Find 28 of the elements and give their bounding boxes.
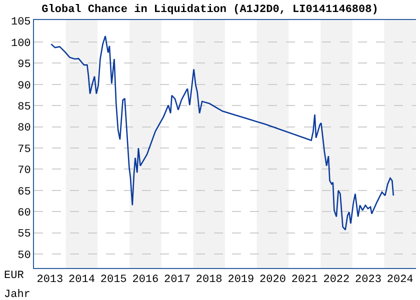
x-tick-label: 2023 [355,274,382,286]
y-tick-label: 105 [10,16,31,29]
y-tick-label: 75 [18,144,31,156]
x-tick-label: 2014 [68,274,96,286]
y-tick-label: 90 [18,80,31,92]
y-axis-title: EUR [4,270,24,282]
x-tick-label: 2020 [260,274,286,286]
chart-title: Global Chance in Liquidation (A1J2D0, LI0141146808) [42,4,378,16]
x-tick-label: 2013 [36,274,64,286]
y-tick-label: 100 [10,38,31,50]
y-tick-label: 85 [18,101,31,114]
y-tick-label: 65 [18,186,31,198]
x-tick-label: 2019 [228,274,254,286]
y-tick-label: 95 [18,59,31,72]
x-tick-label: 2017 [164,274,190,286]
y-tick-label: 55 [18,228,31,241]
y-tick-label: 70 [18,165,31,178]
y-tick-label: 50 [18,250,31,262]
x-tick-label: 2022 [323,274,350,286]
line-series [50,35,394,230]
x-tick-label: 2015 [100,274,127,286]
y-tick-label: 80 [18,122,31,135]
x-tick-label: 2018 [196,274,222,286]
y-tick-label: 60 [18,207,31,220]
x-tick-label: 2016 [132,274,159,286]
x-tick-label: 2021 [291,274,318,286]
x-tick-label: 2024 [386,274,414,286]
x-axis-title: Jahr [4,289,30,300]
